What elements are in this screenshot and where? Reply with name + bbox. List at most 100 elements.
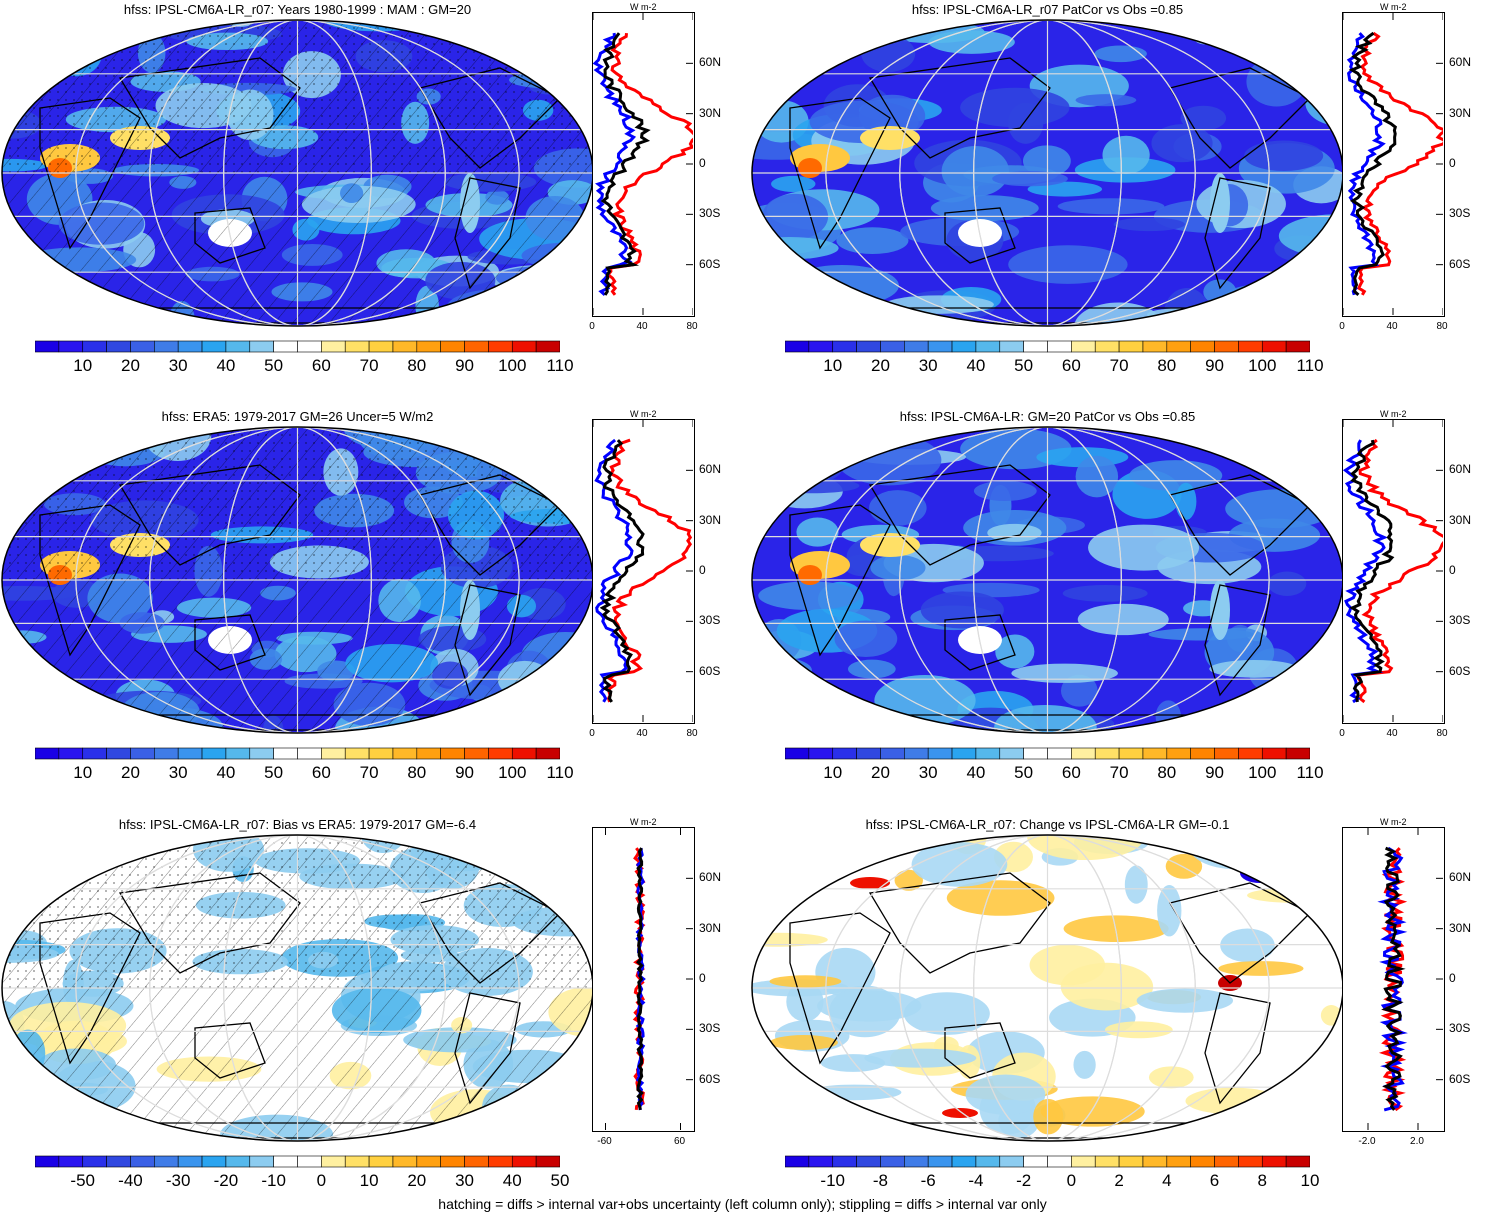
colorbar-tick-label: 20 — [120, 356, 140, 375]
colorbar-tick-label: 110 — [546, 763, 574, 782]
world-map — [751, 426, 1344, 734]
zonal-x-tick-label: 60 — [673, 1136, 686, 1147]
zonal-x-tick-label: 0 — [589, 728, 595, 739]
panel-title: hfss: ERA5: 1979-2017 GM=26 Uncer=5 W/m2 — [161, 409, 434, 424]
colorbar-tick-label: 40 — [966, 763, 986, 782]
latitude-label: 60S — [1449, 256, 1471, 271]
latitude-label: 30S — [699, 1021, 721, 1036]
zonal-mean-plot — [1342, 12, 1445, 317]
colorbar-tick-label: 40 — [966, 356, 986, 375]
colorbar-tick-label: 50 — [264, 763, 284, 782]
colorbar-tick-label: -10 — [820, 1171, 846, 1190]
latitude-label: 0 — [1449, 971, 1456, 985]
colorbar-tick-label: -2 — [1016, 1171, 1032, 1190]
colorbar-tick-label: -40 — [118, 1171, 143, 1190]
zonal-x-tick-label: 80 — [1436, 728, 1448, 739]
colorbar-tick-label: 50 — [550, 1171, 570, 1190]
zonal-x-tick-label: 0 — [1339, 321, 1345, 332]
zonal-x-tick-label: 40 — [1386, 321, 1398, 332]
latitude-label: 30N — [699, 105, 722, 120]
latitude-label: 60S — [1449, 663, 1471, 678]
colorbar-tick-label: 70 — [1109, 356, 1129, 375]
latitude-label: 60N — [699, 462, 722, 477]
colorbar-tick-label: 40 — [216, 356, 236, 375]
colorbar-tick-label: 90 — [455, 356, 474, 375]
colorbar-tick-label: 50 — [1014, 763, 1034, 782]
zonal-x-tick-label: 0 — [1339, 728, 1345, 739]
colorbar-tick-label: 0 — [1066, 1171, 1077, 1190]
latitude-label: 60N — [1449, 55, 1472, 70]
panel-title: hfss: IPSL-CM6A-LR_r07 PatCor vs Obs =0.… — [911, 2, 1184, 17]
latitude-label: 30N — [699, 920, 722, 935]
zonal-unit-label: W m-2 — [1380, 2, 1407, 12]
colorbar-tick-label: 70 — [359, 763, 379, 782]
latitude-label: 60S — [699, 663, 721, 678]
latitude-label: 30N — [699, 512, 722, 527]
panel-title: hfss: IPSL-CM6A-LR_r07: Change vs IPSL-C… — [865, 817, 1230, 832]
colorbar-tick-label: 30 — [918, 356, 938, 375]
colorbar-tick-label: 60 — [311, 356, 331, 375]
zonal-x-tick-label: 40 — [636, 728, 648, 739]
colorbar-tick-label: 10 — [823, 763, 843, 782]
world-map — [751, 19, 1344, 327]
latitude-label: 0 — [699, 156, 706, 170]
latitude-label: 60N — [1449, 870, 1472, 885]
panel-title: hfss: IPSL-CM6A-LR_r07: Bias vs ERA5: 19… — [118, 817, 477, 832]
colorbar-tick-label: 30 — [168, 356, 188, 375]
colorbar-tick-label: 10 — [823, 356, 843, 375]
latitude-label: 60S — [699, 256, 721, 271]
latitude-label: 30N — [1449, 105, 1472, 120]
colorbar-tick-label: 90 — [1205, 763, 1224, 782]
colorbar-tick-label: 20 — [120, 763, 140, 782]
latitude-label: 60N — [699, 870, 722, 885]
latitude-label: 30N — [1449, 920, 1472, 935]
colorbar-tick-label: 60 — [311, 763, 331, 782]
world-map — [1, 834, 594, 1142]
colorbar — [785, 1155, 1310, 1168]
colorbar-tick-label: 110 — [546, 356, 574, 375]
world-map — [751, 834, 1344, 1142]
zonal-x-tick-label: 40 — [636, 321, 648, 332]
zonal-x-tick-label: -2.0 — [1358, 1136, 1376, 1147]
latitude-label: 30S — [1449, 613, 1471, 628]
colorbar-tick-label: 10 — [73, 356, 93, 375]
colorbar-tick-label: 80 — [407, 763, 427, 782]
zonal-x-tick-label: 80 — [686, 321, 698, 332]
colorbar-tick-label: 80 — [1157, 763, 1177, 782]
colorbar-tick-label: 100 — [498, 763, 527, 782]
zonal-unit-label: W m-2 — [630, 2, 657, 12]
latitude-label: 0 — [1449, 156, 1456, 170]
colorbar — [35, 340, 560, 353]
colorbar-tick-label: -4 — [968, 1171, 984, 1190]
panel-title: hfss: IPSL-CM6A-LR_r07: Years 1980-1999 … — [123, 2, 472, 17]
zonal-x-tick-label: 0 — [589, 321, 595, 332]
colorbar-tick-label: 80 — [407, 356, 427, 375]
zonal-mean-plot — [592, 12, 695, 317]
colorbar-tick-label: 10 — [1300, 1171, 1320, 1190]
colorbar-tick-label: 6 — [1209, 1171, 1220, 1190]
colorbar — [785, 340, 1310, 353]
colorbar-tick-label: 8 — [1257, 1171, 1267, 1190]
colorbar-tick-label: 60 — [1061, 356, 1081, 375]
latitude-label: 60N — [699, 55, 722, 70]
colorbar-tick-label: 100 — [1248, 356, 1277, 375]
colorbar-tick-label: 70 — [359, 356, 379, 375]
latitude-label: 60S — [1449, 1071, 1471, 1086]
zonal-x-tick-label: 80 — [686, 728, 698, 739]
world-map — [1, 426, 594, 734]
latitude-label: 30S — [1449, 1021, 1471, 1036]
latitude-label: 60S — [699, 1071, 721, 1086]
latitude-label: 0 — [699, 563, 706, 577]
colorbar — [35, 747, 560, 760]
latitude-label: 0 — [1449, 563, 1456, 577]
latitude-label: 30S — [699, 206, 721, 221]
zonal-x-tick-label: 40 — [1386, 728, 1398, 739]
latitude-label: 30S — [1449, 206, 1471, 221]
colorbar-tick-label: 110 — [1296, 356, 1324, 375]
colorbar-tick-label: -10 — [261, 1171, 286, 1190]
colorbar-tick-label: -8 — [872, 1171, 889, 1190]
latitude-label: 0 — [699, 971, 706, 985]
zonal-unit-label: W m-2 — [1380, 409, 1407, 419]
colorbar-tick-label: 10 — [73, 763, 93, 782]
colorbar-tick-label: 20 — [407, 1171, 427, 1190]
